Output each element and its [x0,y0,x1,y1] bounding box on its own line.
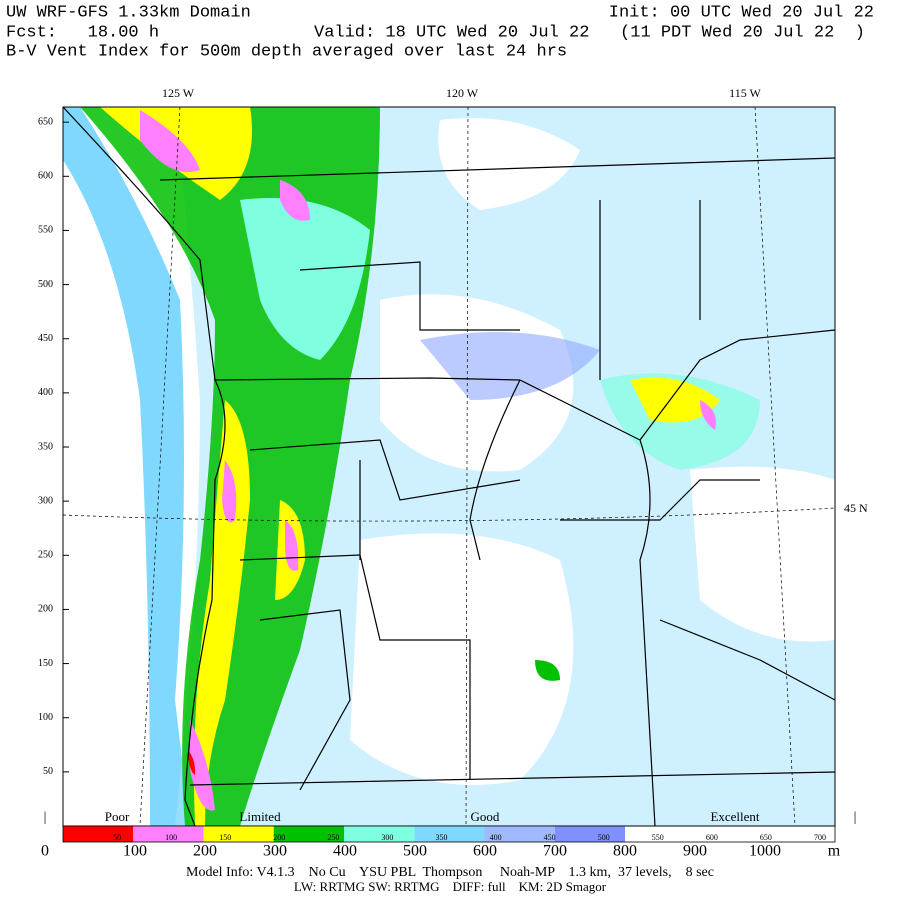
colorbar-box [63,826,134,842]
colorbar-tick-label: 500 [598,833,610,842]
y-tick-label: 250 [38,550,53,561]
x-axis-unit: m [828,843,841,860]
x-tick-label: 200 [193,843,217,860]
colorbar-tick-label: 350 [436,833,448,842]
y-tick-label: 300 [38,495,53,506]
colorbar-category: Excellent [710,809,759,824]
init-time: Init: 00 UTC Wed 20 Jul 22 [609,3,874,22]
colorbar-tick-label: 550 [652,833,664,842]
colorbar-category: Poor [105,809,130,824]
valid-time: Valid: 18 UTC Wed 20 Jul 22 (11 PDT Wed … [314,23,865,42]
x-tick-label: 100 [123,843,147,860]
y-tick-label: 400 [38,387,53,398]
colorbar-box [484,826,555,842]
field-name: B-V Vent Index for 500m depth averaged o… [6,42,567,61]
colorbar-end-mark: | [854,810,857,825]
longitude-label: 120 W [446,86,479,100]
colorbar-tick-label: 700 [814,833,826,842]
colorbar: | | 50 100 150 200 250 300 350 400 450 500 550 600 6… [44,809,857,843]
colorbar-box [273,826,344,842]
colorbar-tick-label: 650 [760,833,772,842]
y-tick-label: 50 [43,766,53,777]
x-tick-label: 900 [683,843,707,860]
colorbar-tick-label: 200 [273,833,285,842]
y-tick-label: 100 [38,712,53,723]
colorbar-tick-label: 600 [706,833,718,842]
x-tick-label: 700 [543,843,567,860]
colorbar-tick-label: 50 [113,833,121,842]
y-tick-label: 550 [38,225,53,236]
forecast-hour: Fcst: 18.00 h [6,23,159,42]
y-tick-label: 600 [38,171,53,182]
x-tick-label: 0 [41,843,49,860]
colorbar-frame [62,825,836,843]
colorbar-box [203,826,274,842]
latitude-label: 45 N [844,501,868,515]
colorbar-box [554,826,625,842]
distance-axis: 0 100 200 300 400 500 600 700 800 900 1000 m [41,843,841,860]
longitude-label: 125 W [162,86,195,100]
colorbar-category: Limited [239,809,281,824]
longitude-label: 115 W [729,86,761,100]
x-tick-label: 600 [473,843,497,860]
y-tick-label: 450 [38,333,53,344]
y-tick-label: 500 [38,279,53,290]
colorbar-tick-label: 100 [165,833,177,842]
x-tick-label: 400 [333,843,357,860]
y-axis: 50 100 150 200 250 300 350 400 450 500 550 600 650 [38,116,69,777]
colorbar-tick-label: 450 [544,833,556,842]
colorbar-tick-label: 150 [219,833,231,842]
colorbar-box [414,826,485,842]
colorbar-tick-label: 250 [327,833,339,842]
field-shading [63,107,835,826]
model-info: Model Info: V4.1.3 No Cu YSU PBL Thompso… [186,865,714,880]
y-tick-label: 150 [38,658,53,669]
colorbar-end-mark: | [44,810,47,825]
colorbar-tick-label: 300 [381,833,393,842]
y-tick-label: 650 [38,116,53,127]
physics-info: LW: RRTMG SW: RRTMG DIFF: full KM: 2D Sm… [294,879,607,894]
title: UW WRF-GFS 1.33km Domain [6,3,251,22]
colorbar-tick-label: 400 [490,833,502,842]
colorbar-category: Good [471,809,500,824]
x-tick-label: 800 [613,843,637,860]
colorbar-box [344,826,415,842]
y-tick-label: 200 [38,604,53,615]
y-tick-label: 350 [38,441,53,452]
x-tick-label: 1000 [749,843,781,860]
colorbar-box [133,826,204,842]
x-tick-label: 500 [403,843,427,860]
map: 125 W 120 W 115 W 45 N [62,86,868,827]
x-tick-label: 300 [263,843,287,860]
